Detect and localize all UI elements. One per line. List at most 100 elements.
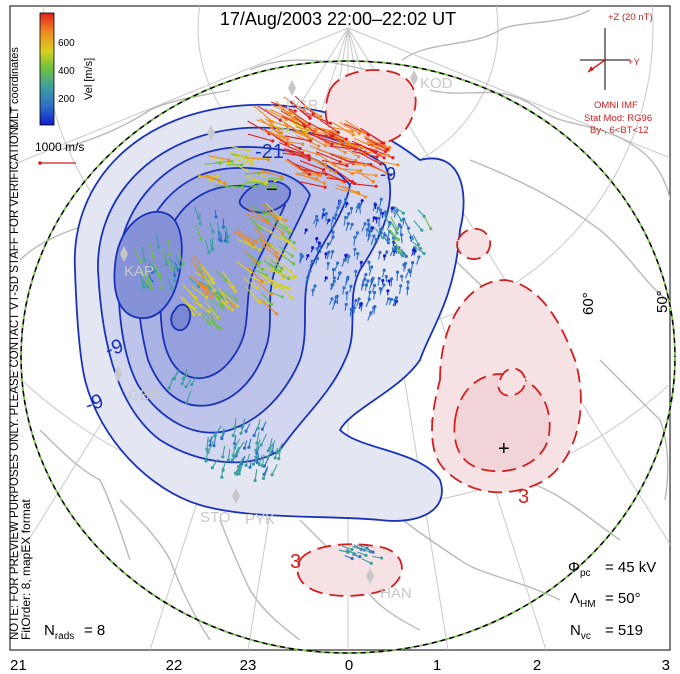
- velocity-vector: [394, 210, 402, 221]
- velocity-vector-origin: [319, 114, 323, 119]
- imf-dial: +Z (20 nT) +Y OMNI IMF Stat Mod: RG96 By…: [580, 12, 653, 136]
- negative-potential-cell: [73, 103, 465, 522]
- velocity-vector: [262, 129, 285, 139]
- velocity-vector-origin: [244, 463, 248, 467]
- velocity-vector-origin: [351, 133, 355, 137]
- velocity-vector-origin: [353, 552, 357, 557]
- velocity-vector-origin: [276, 127, 280, 131]
- velocity-vector-origin: [266, 449, 270, 453]
- velocity-vector: [267, 177, 282, 180]
- velocity-vector-origin: [391, 156, 395, 160]
- velocity-vector-origin: [422, 251, 426, 256]
- velocity-vector-origin: [243, 446, 247, 450]
- velocity-vector-origin: [374, 146, 378, 150]
- velocity-vector: [367, 141, 389, 151]
- velocity-vector-origin: [291, 276, 295, 280]
- velocity-vector-origin: [289, 111, 293, 115]
- velocity-vector-origin: [184, 385, 188, 389]
- velocity-vector: [205, 449, 209, 462]
- velocity-vector: [364, 137, 388, 150]
- velocity-vector-origin: [253, 478, 257, 483]
- velocity-vector-origin: [292, 241, 296, 245]
- velocity-vector: [287, 108, 310, 125]
- velocity-vector-origin: [207, 309, 211, 314]
- velocity-vector-origin: [176, 268, 180, 272]
- velocity-vector: [361, 145, 385, 159]
- n-vc-value: = 519: [605, 622, 643, 639]
- velocity-vector: [253, 268, 267, 276]
- velocity-vector-origin: [270, 302, 274, 306]
- velocity-vector: [255, 222, 272, 233]
- velocity-vector-origin: [344, 302, 348, 306]
- velocity-vector-origin: [429, 227, 433, 231]
- velocity-vector-origin: [406, 280, 410, 284]
- colorbar-tick: 400: [58, 66, 75, 77]
- velocity-vector-origin: [388, 145, 392, 150]
- velocity-vector-origin: [330, 283, 334, 287]
- velocity-vector-origin: [139, 260, 143, 264]
- velocity-vector-origin: [356, 155, 360, 159]
- velocity-vector: [352, 545, 365, 551]
- velocity-vector-origin: [287, 231, 291, 235]
- velocity-vector-origin: [265, 180, 269, 184]
- velocity-vector: [231, 145, 249, 152]
- station-label: STO: [200, 509, 231, 526]
- velocity-vector-origin: [331, 216, 336, 220]
- velocity-vector: [260, 292, 273, 305]
- velocity-vector-origin: [250, 162, 255, 166]
- velocity-vector-origin: [315, 247, 319, 251]
- velocity-vector-origin: [240, 185, 244, 189]
- velocity-vector-origin: [199, 304, 203, 308]
- velocity-vector-origin: [353, 181, 357, 186]
- velocity-vector-origin: [315, 218, 320, 222]
- velocity-vector-origin: [178, 265, 182, 269]
- velocity-vector: [133, 249, 142, 262]
- velocity-vector: [256, 119, 279, 130]
- velocity-vector: [222, 445, 226, 457]
- velocity-scale-label: 1000 m/s: [35, 140, 84, 154]
- velocity-vector-origin: [248, 465, 252, 469]
- velocity-vector-origin: [181, 262, 185, 266]
- velocity-vector-origin: [368, 290, 372, 294]
- velocity-vector-origin: [212, 444, 216, 448]
- latitude-label-50: 50°: [654, 290, 671, 313]
- velocity-vector-origin: [399, 284, 403, 288]
- velocity-vector-origin: [372, 216, 376, 220]
- velocity-vector-origin: [197, 216, 201, 220]
- velocity-vector: [261, 454, 265, 467]
- velocity-vector-origin: [281, 231, 285, 235]
- velocity-vector-origin: [290, 254, 294, 258]
- velocity-vector-origin: [338, 200, 342, 204]
- velocity-vector-origin: [226, 235, 230, 239]
- velocity-vector-origin: [346, 275, 350, 279]
- velocity-vector: [266, 119, 288, 128]
- velocity-vector-origin: [271, 139, 275, 143]
- velocity-vector-origin: [284, 226, 288, 230]
- velocity-vector-origin: [315, 237, 319, 241]
- velocity-vector: [246, 157, 269, 161]
- velocity-vector: [328, 145, 356, 150]
- station-marker: [114, 366, 122, 382]
- velocity-vector-origin: [379, 162, 383, 166]
- velocity-vector-origin: [345, 291, 349, 295]
- velocity-vector: [301, 174, 325, 184]
- velocity-vector: [228, 185, 243, 188]
- velocity-vector: [274, 447, 278, 459]
- velocity-vector-origin: [216, 325, 220, 329]
- velocity-vector-origin: [204, 295, 208, 299]
- velocity-vector: [302, 104, 322, 117]
- velocity-vector-origin: [350, 179, 354, 184]
- velocity-vector: [269, 243, 285, 257]
- velocity-vector-origin: [354, 159, 358, 163]
- velocity-vector: [248, 216, 260, 229]
- velocity-vector-origin: [385, 147, 389, 151]
- velocity-vector: [235, 261, 252, 273]
- velocity-vector-origin: [211, 247, 215, 251]
- velocity-vector: [259, 118, 280, 134]
- velocity-vector: [340, 162, 366, 166]
- velocity-vector: [412, 241, 422, 250]
- velocity-vector-origin: [317, 173, 321, 177]
- velocity-vector-origin: [255, 240, 259, 244]
- velocity-vector: [374, 227, 384, 239]
- velocity-vector: [338, 143, 359, 158]
